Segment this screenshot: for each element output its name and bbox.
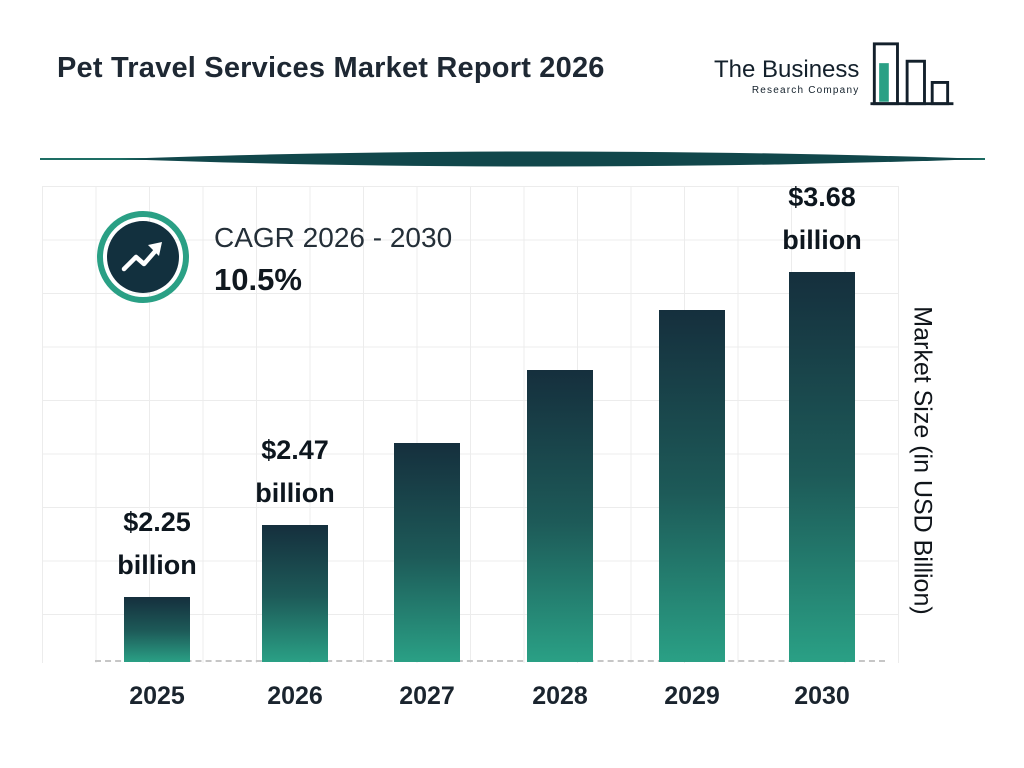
callout-unit: billion bbox=[117, 549, 197, 580]
bar-2025 bbox=[124, 597, 190, 662]
x-axis-label: 2027 bbox=[399, 682, 455, 710]
cagr-value: 10.5% bbox=[214, 261, 302, 297]
bar-group-2029 bbox=[659, 310, 725, 662]
bar-2029 bbox=[659, 310, 725, 662]
callout-unit: billion bbox=[255, 477, 335, 508]
cagr-text: CAGR 2026 - 2030 10.5% bbox=[214, 222, 452, 298]
logo-name: The Business bbox=[714, 56, 860, 83]
logo-text: The Business Research Company bbox=[714, 56, 859, 96]
x-axis-label: 2029 bbox=[664, 682, 720, 710]
callout-unit: billion bbox=[782, 224, 862, 255]
callout-value: $3.68 bbox=[788, 181, 856, 212]
x-axis-label: 2025 bbox=[129, 682, 185, 710]
cagr-label: CAGR 2026 - 2030 bbox=[214, 221, 453, 253]
x-axis-baseline bbox=[95, 660, 885, 662]
bar-value-callout: $3.68 billion bbox=[782, 176, 861, 262]
bar-2028 bbox=[527, 370, 593, 662]
trend-up-icon bbox=[96, 210, 190, 309]
x-axis-label: 2028 bbox=[532, 682, 588, 710]
bar-2027 bbox=[394, 443, 460, 662]
bar-group-2030: $3.68 billion bbox=[782, 176, 862, 662]
y-axis-label: Market Size (in USD Billion) bbox=[908, 306, 937, 615]
bar-value-callout: $2.47 billion bbox=[255, 429, 334, 515]
bar-group-2028 bbox=[527, 370, 593, 662]
bar-2030 bbox=[789, 272, 855, 662]
divider-line bbox=[40, 151, 985, 167]
bar-2026 bbox=[262, 525, 328, 662]
callout-value: $2.25 bbox=[123, 506, 191, 537]
bar-group-2026: $2.47 billion bbox=[255, 429, 335, 662]
bar-group-2027 bbox=[394, 443, 460, 662]
x-axis-label: 2026 bbox=[267, 682, 323, 710]
x-axis-label: 2030 bbox=[794, 682, 850, 710]
callout-value: $2.47 bbox=[261, 434, 329, 465]
bar-value-callout: $2.25 billion bbox=[117, 501, 196, 587]
bar-group-2025: $2.25 billion bbox=[117, 501, 197, 662]
cagr-badge: CAGR 2026 - 2030 10.5% bbox=[96, 210, 452, 309]
company-logo: The Business Research Company bbox=[714, 40, 958, 127]
logo-bars-icon bbox=[863, 40, 958, 127]
page-title: Pet Travel Services Market Report 2026 bbox=[57, 52, 605, 84]
logo-subtitle: Research Company bbox=[751, 85, 860, 96]
